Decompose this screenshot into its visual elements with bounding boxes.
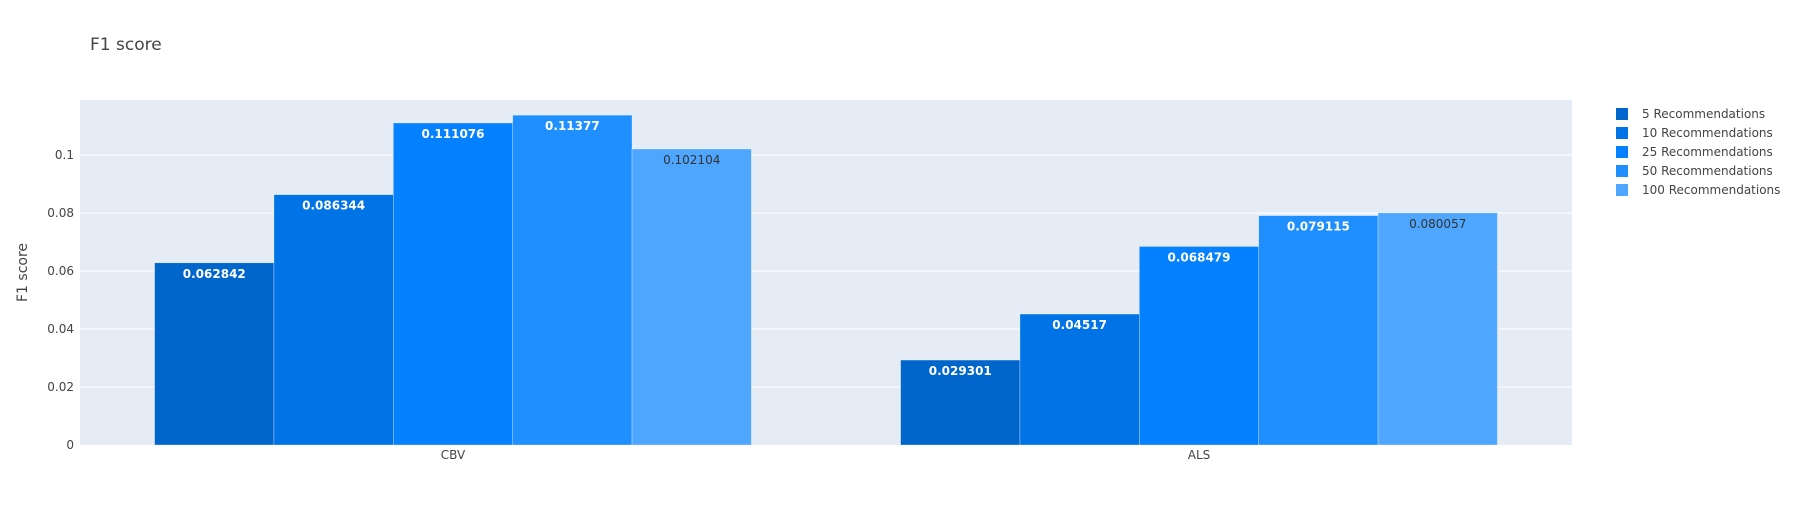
legend-label: 50 Recommendations: [1642, 164, 1773, 178]
y-tick-label: 0.08: [47, 206, 74, 220]
data-label: 0.029301: [929, 364, 992, 378]
bars: [154, 114, 1498, 446]
y-tick-label: 0.06: [47, 264, 74, 278]
legend-item[interactable]: 5 Recommendations: [1616, 107, 1765, 121]
y-tick-label: 0.1: [55, 148, 74, 162]
data-label: 0.086344: [302, 199, 365, 213]
legend-swatch: [1616, 165, 1628, 177]
chart-title: F1 score: [90, 35, 162, 55]
bar[interactable]: [900, 359, 1021, 446]
legend-label: 100 Recommendations: [1642, 183, 1780, 197]
bar[interactable]: [154, 262, 275, 446]
legend-item[interactable]: 100 Recommendations: [1616, 183, 1780, 197]
legend-swatch: [1616, 127, 1628, 139]
bar[interactable]: [273, 194, 394, 446]
data-label: 0.111076: [421, 127, 484, 141]
legend-item[interactable]: 50 Recommendations: [1616, 164, 1773, 178]
x-tick-label: ALS: [1188, 448, 1211, 462]
data-label: 0.080057: [1409, 217, 1466, 231]
bar[interactable]: [1258, 215, 1379, 446]
legend-swatch: [1616, 108, 1628, 120]
data-label: 0.04517: [1052, 318, 1107, 332]
y-tick-label: 0.04: [47, 322, 74, 336]
legend-swatch: [1616, 146, 1628, 158]
legend-item[interactable]: 25 Recommendations: [1616, 145, 1773, 159]
bar[interactable]: [393, 122, 513, 446]
data-label: 0.062842: [183, 267, 246, 281]
y-tick-label: 0: [66, 438, 74, 452]
bar[interactable]: [1019, 313, 1140, 446]
data-label: 0.102104: [663, 153, 720, 167]
y-axis-title: F1 score: [15, 243, 31, 302]
legend-label: 25 Recommendations: [1642, 145, 1773, 159]
y-tick-labels: 0 0.02 0.04 0.06 0.08 0.1: [47, 148, 74, 452]
data-label: 0.079115: [1287, 220, 1350, 234]
data-label: 0.068479: [1167, 250, 1230, 264]
bar[interactable]: [1139, 246, 1259, 446]
bar[interactable]: [1377, 212, 1498, 446]
x-tick-labels: CBV ALS: [441, 448, 1210, 462]
bar[interactable]: [631, 148, 752, 446]
data-labels: 0.062842 0.086344 0.111076 0.11377 0.102104 0…: [183, 119, 1467, 378]
x-tick-label: CBV: [441, 448, 466, 462]
bar[interactable]: [512, 114, 633, 446]
legend-item[interactable]: 10 Recommendations: [1616, 126, 1773, 140]
legend-label: 10 Recommendations: [1642, 126, 1773, 140]
legend-swatch: [1616, 184, 1628, 196]
data-label: 0.11377: [545, 119, 600, 133]
legend-label: 5 Recommendations: [1642, 107, 1765, 121]
y-tick-label: 0.02: [47, 380, 74, 394]
legend[interactable]: 5 Recommendations 10 Recommendations 25 Re…: [1616, 107, 1780, 197]
